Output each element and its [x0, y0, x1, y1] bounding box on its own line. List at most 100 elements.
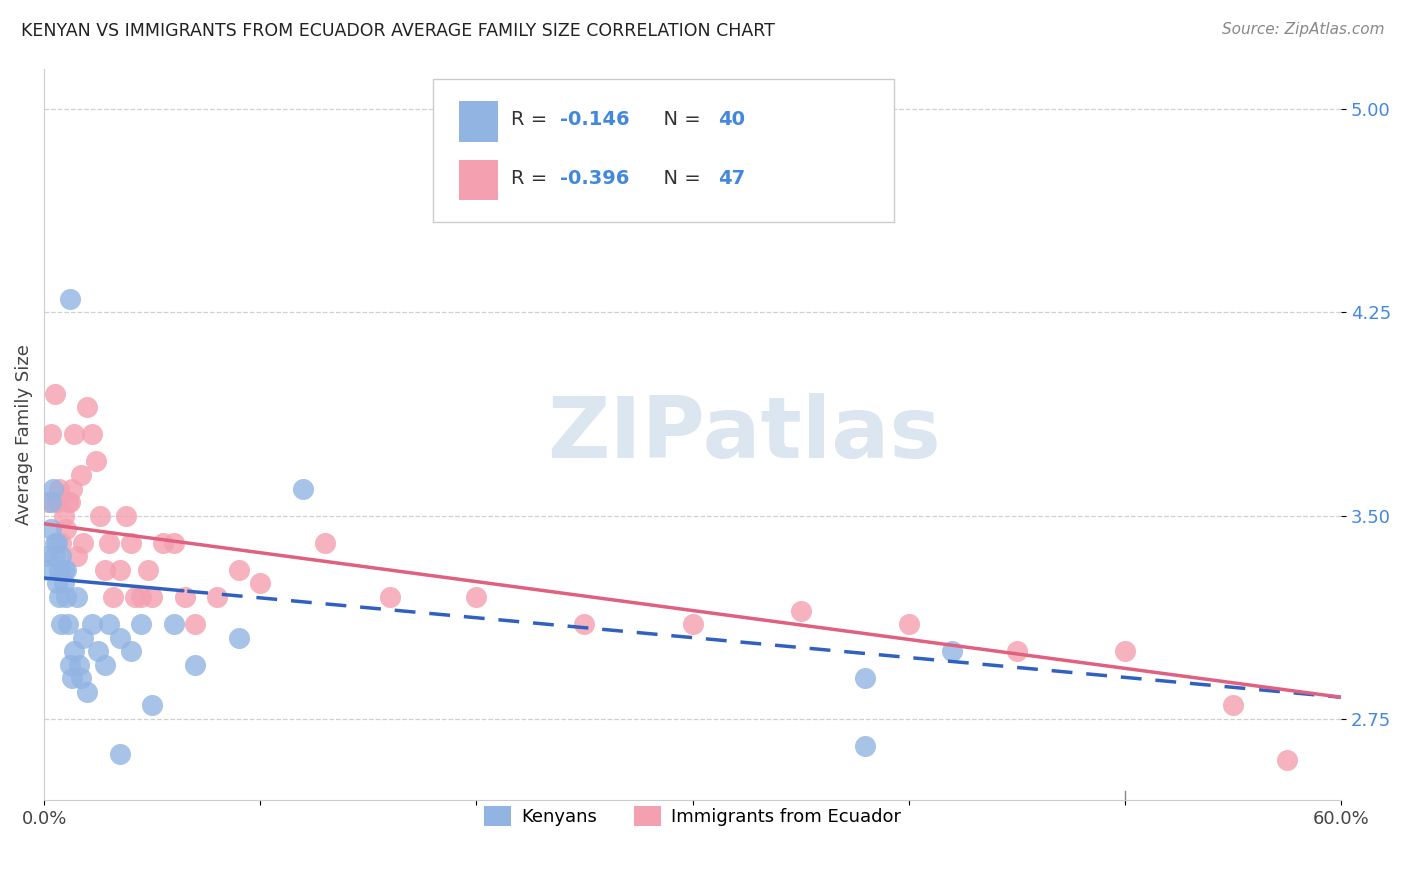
Point	[44, 386, 66, 401]
Point	[97, 617, 120, 632]
Point	[39, 522, 62, 536]
Point	[205, 590, 228, 604]
Text: 47: 47	[718, 169, 745, 188]
Text: N =: N =	[651, 111, 707, 129]
Text: KENYAN VS IMMIGRANTS FROM ECUADOR AVERAGE FAMILY SIZE CORRELATION CHART: KENYAN VS IMMIGRANTS FROM ECUADOR AVERAG…	[21, 22, 775, 40]
Point	[115, 508, 138, 523]
Point	[46, 535, 69, 549]
Point	[292, 482, 315, 496]
Point	[184, 657, 207, 672]
Point	[574, 617, 596, 632]
Point	[855, 739, 877, 753]
Y-axis label: Average Family Size: Average Family Size	[15, 344, 32, 524]
Text: 40: 40	[718, 111, 745, 129]
Point	[51, 617, 73, 632]
Point	[465, 590, 488, 604]
Point	[37, 563, 59, 577]
Point	[60, 671, 83, 685]
Point	[141, 590, 163, 604]
Point	[80, 617, 103, 632]
Point	[1222, 698, 1244, 713]
Point	[103, 590, 125, 604]
Point	[70, 671, 93, 685]
Point	[59, 495, 82, 509]
Point	[35, 549, 58, 564]
Point	[1005, 644, 1028, 658]
Point	[52, 576, 75, 591]
Point	[48, 590, 70, 604]
Point	[76, 401, 98, 415]
Point	[63, 644, 86, 658]
Point	[46, 576, 69, 591]
Point	[1114, 644, 1136, 658]
FancyBboxPatch shape	[460, 102, 498, 142]
Point	[70, 468, 93, 483]
Text: ZIPatlas: ZIPatlas	[547, 392, 942, 475]
Point	[1275, 753, 1298, 767]
Point	[163, 535, 186, 549]
Point	[314, 535, 336, 549]
Point	[228, 631, 250, 645]
Point	[228, 563, 250, 577]
Point	[108, 631, 131, 645]
Point	[249, 576, 271, 591]
Point	[63, 427, 86, 442]
Text: R =: R =	[510, 169, 554, 188]
Point	[76, 685, 98, 699]
Point	[37, 495, 59, 509]
Point	[84, 454, 107, 468]
Text: N =: N =	[651, 169, 707, 188]
Point	[173, 590, 195, 604]
Point	[56, 495, 79, 509]
Point	[93, 563, 115, 577]
Point	[87, 644, 110, 658]
Point	[72, 535, 94, 549]
Point	[72, 631, 94, 645]
Point	[108, 563, 131, 577]
Point	[55, 563, 77, 577]
Point	[48, 563, 70, 577]
Point	[131, 617, 153, 632]
Text: -0.146: -0.146	[560, 111, 630, 129]
Point	[52, 508, 75, 523]
Point	[97, 535, 120, 549]
Point	[51, 549, 73, 564]
Point	[682, 617, 704, 632]
Point	[60, 482, 83, 496]
Point	[120, 644, 142, 658]
Point	[59, 292, 82, 306]
Point	[44, 535, 66, 549]
Legend: Kenyans, Immigrants from Ecuador: Kenyans, Immigrants from Ecuador	[475, 797, 911, 835]
FancyBboxPatch shape	[433, 79, 894, 222]
Point	[141, 698, 163, 713]
Point	[44, 549, 66, 564]
Point	[67, 657, 90, 672]
Point	[59, 657, 82, 672]
Text: -0.396: -0.396	[560, 169, 630, 188]
Point	[789, 603, 811, 617]
Point	[65, 590, 87, 604]
Point	[56, 617, 79, 632]
Point	[131, 590, 153, 604]
Point	[39, 495, 62, 509]
Point	[124, 590, 146, 604]
Point	[55, 590, 77, 604]
Point	[80, 427, 103, 442]
Point	[108, 747, 131, 761]
Point	[941, 644, 963, 658]
Point	[48, 482, 70, 496]
Point	[378, 590, 401, 604]
Text: Source: ZipAtlas.com: Source: ZipAtlas.com	[1222, 22, 1385, 37]
Point	[51, 535, 73, 549]
Point	[120, 535, 142, 549]
Point	[163, 617, 186, 632]
Point	[89, 508, 111, 523]
Point	[184, 617, 207, 632]
Point	[897, 617, 920, 632]
Point	[55, 522, 77, 536]
Point	[152, 535, 174, 549]
Point	[93, 657, 115, 672]
Point	[136, 563, 159, 577]
Point	[65, 549, 87, 564]
Point	[42, 482, 65, 496]
